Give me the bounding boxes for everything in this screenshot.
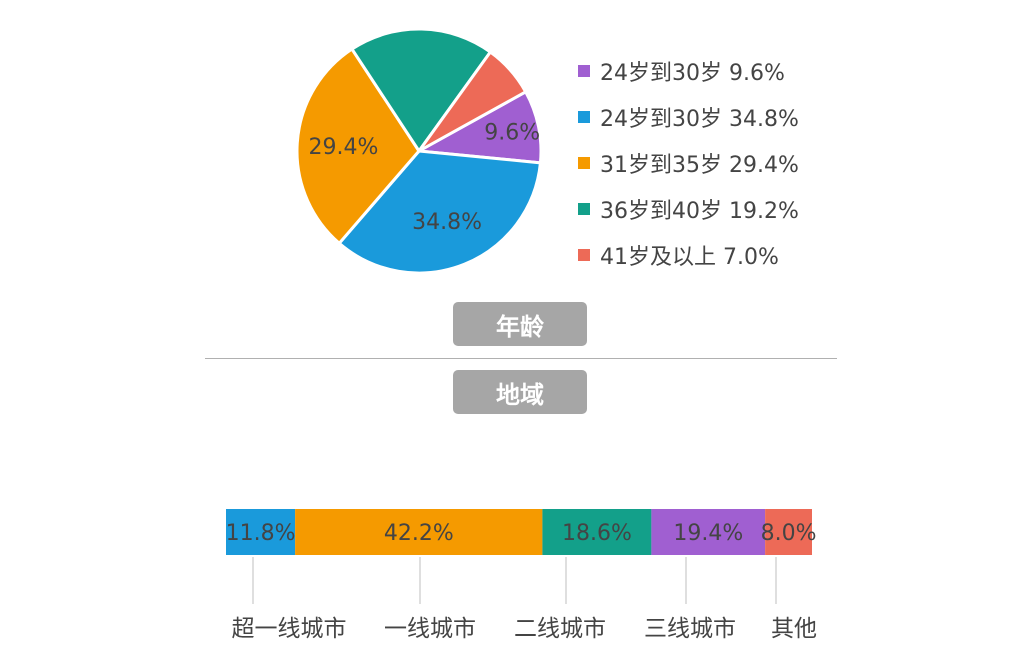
- category-label: 二线城市: [514, 616, 606, 642]
- bar-segment-2: [295, 509, 543, 555]
- pie-data-label: 9.6%: [484, 121, 540, 146]
- legend-item: 41岁及以上 7.0%: [578, 232, 799, 278]
- legend-label: 41岁及以上 7.0%: [600, 245, 779, 270]
- bar-data-label: 42.2%: [384, 521, 454, 546]
- age-pie-chart: 9.6% 34.8% 29.4%: [295, 27, 543, 275]
- section-label-region: 地域: [453, 370, 587, 414]
- legend-item: 24岁到30岁 9.6%: [578, 48, 799, 94]
- bar-segment-3: [542, 509, 652, 555]
- legend-item: 36岁到40岁 19.2%: [578, 186, 799, 232]
- bar-segment-4: [651, 509, 766, 555]
- legend-label: 24岁到30岁 9.6%: [600, 61, 785, 86]
- pie-slice-4: [349, 27, 493, 154]
- pie-slice-2: [337, 149, 543, 275]
- bar-data-label: 18.6%: [562, 521, 632, 546]
- legend-swatch: [578, 249, 590, 261]
- age-legend: 24岁到30岁 9.6% 24岁到30岁 34.8% 31岁到35岁 29.4% 36…: [578, 48, 799, 278]
- category-label: 一线城市: [384, 616, 476, 642]
- bar-segment-1: [226, 509, 296, 555]
- pie-slice-3: [295, 46, 421, 246]
- bar-data-label: 8.0%: [761, 521, 817, 546]
- section-divider: [205, 358, 837, 359]
- region-stacked-bar: 11.8% 超一线城市 42.2% 一线城市 18.6% 二线城市 19.4% 三线城市 8.0…: [226, 509, 817, 642]
- bar-data-label: 11.8%: [226, 521, 296, 546]
- bar-data-label: 19.4%: [673, 521, 743, 546]
- bar-segment-5: [765, 509, 812, 555]
- legend-label: 24岁到30岁 34.8%: [600, 107, 799, 132]
- legend-label: 36岁到40岁 19.2%: [600, 199, 799, 224]
- legend-swatch: [578, 157, 590, 169]
- section-label-age: 年龄: [453, 302, 587, 346]
- legend-swatch: [578, 203, 590, 215]
- category-label: 其他: [771, 616, 817, 642]
- legend-item: 24岁到30岁 34.8%: [578, 94, 799, 140]
- pie-data-label: 34.8%: [412, 210, 482, 235]
- pie-data-label: 29.4%: [309, 135, 379, 160]
- pie-slice-5: [417, 49, 528, 153]
- category-label: 三线城市: [644, 616, 736, 642]
- category-label: 超一线城市: [232, 616, 347, 642]
- legend-swatch: [578, 111, 590, 123]
- legend-label: 31岁到35岁 29.4%: [600, 153, 799, 178]
- legend-swatch: [578, 65, 590, 77]
- legend-item: 31岁到35岁 29.4%: [578, 140, 799, 186]
